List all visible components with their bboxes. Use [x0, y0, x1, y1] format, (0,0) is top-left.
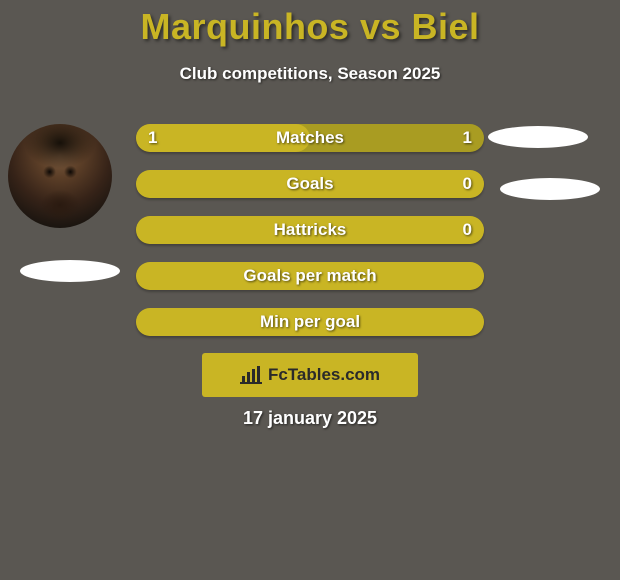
stat-row: Min per goal	[136, 308, 484, 336]
attribution-badge: FcTables.com	[202, 353, 418, 397]
stat-right-value	[460, 262, 484, 290]
stat-right-value	[460, 308, 484, 336]
date-label: 17 january 2025	[0, 408, 620, 429]
attribution-text: FcTables.com	[268, 365, 380, 385]
stat-row: Hattricks 0	[136, 216, 484, 244]
bar-chart-icon	[240, 366, 262, 384]
player-right-placeholder-1	[488, 126, 588, 148]
stat-row: Goals per match	[136, 262, 484, 290]
stat-label: Goals	[136, 170, 484, 198]
stat-label: Hattricks	[136, 216, 484, 244]
player-left-name-placeholder	[20, 260, 120, 282]
date-text: 17 january 2025	[243, 408, 377, 428]
title-text: Marquinhos vs Biel	[140, 6, 479, 47]
page-title: Marquinhos vs Biel	[0, 0, 620, 48]
subtitle: Club competitions, Season 2025	[0, 64, 620, 84]
subtitle-text: Club competitions, Season 2025	[180, 64, 441, 83]
stat-right-value: 0	[451, 216, 484, 244]
player-left-avatar	[8, 124, 112, 228]
stat-row: Goals 0	[136, 170, 484, 198]
player-right-placeholder-2	[500, 178, 600, 200]
stat-right-value: 0	[451, 170, 484, 198]
stat-label: Goals per match	[136, 262, 484, 290]
stat-label: Matches	[136, 124, 484, 152]
stat-right-value: 1	[451, 124, 484, 152]
stat-row: 1 Matches 1	[136, 124, 484, 152]
stat-label: Min per goal	[136, 308, 484, 336]
comparison-rows: 1 Matches 1 Goals 0 Hattricks 0 Goals pe…	[136, 124, 484, 354]
